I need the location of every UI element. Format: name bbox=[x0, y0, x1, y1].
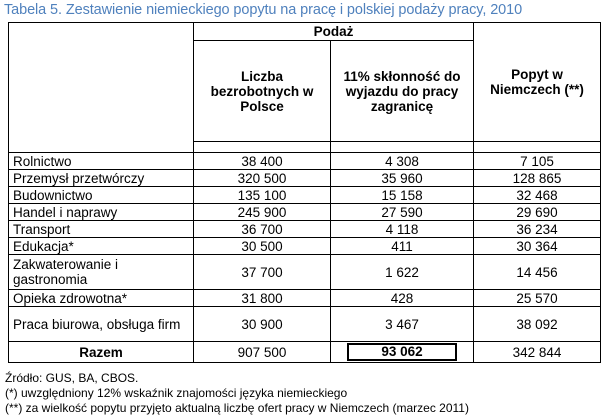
table-row: Opieka zdrowotna* 31 800 428 25 570 bbox=[8, 289, 602, 307]
cell-value: 27 590 bbox=[329, 203, 475, 221]
table-row: Transport 36 700 4 118 36 234 bbox=[8, 220, 602, 238]
cell-value: 245 900 bbox=[193, 203, 331, 221]
cell-value: 36 234 bbox=[473, 220, 602, 238]
row-label: Opieka zdrowotna* bbox=[8, 289, 194, 307]
total-value: 342 844 bbox=[473, 341, 602, 363]
total-value: 907 500 bbox=[193, 341, 331, 363]
cell-value: 35 960 bbox=[329, 169, 475, 187]
row-label: Praca biurowa, obsługa firm bbox=[8, 306, 194, 342]
total-label: Razem bbox=[8, 341, 194, 363]
total-row: Razem 907 500 93 062 342 844 bbox=[8, 341, 602, 363]
row-label: Transport bbox=[8, 220, 194, 238]
table-row: Rolnictwo 38 400 4 308 7 105 bbox=[8, 152, 602, 170]
table-row: Praca biurowa, obsługa firm 30 900 3 467… bbox=[8, 306, 602, 342]
total-highlight-cell: 93 062 bbox=[329, 341, 475, 363]
cell-value: 411 bbox=[329, 237, 475, 255]
total-highlight-value: 93 062 bbox=[347, 343, 458, 361]
cell-value: 32 468 bbox=[473, 186, 602, 204]
row-label: Przemysł przetwórczy bbox=[8, 169, 194, 187]
table-row: Handel i naprawy 245 900 27 590 29 690 bbox=[8, 203, 602, 221]
cell-value: 38 092 bbox=[473, 306, 602, 342]
cell-value: 7 105 bbox=[473, 152, 602, 170]
column-header-sklonnosc: 11% skłonność do wyjazdu do pracy zagran… bbox=[329, 40, 475, 142]
cell-value: 4 118 bbox=[329, 220, 475, 238]
cell-value: 3 467 bbox=[329, 306, 475, 342]
cell-value: 428 bbox=[329, 289, 475, 307]
table-row: Budownictwo 135 100 15 158 32 468 bbox=[8, 186, 602, 204]
row-label: Edukacja* bbox=[8, 237, 194, 255]
cell-value: 37 700 bbox=[193, 254, 331, 290]
group-header-podaz: Podaż bbox=[192, 22, 475, 41]
cell-value: 31 800 bbox=[193, 289, 331, 307]
cell-value: 30 364 bbox=[473, 237, 602, 255]
source-note: Źródło: GUS, BA, CBOS. bbox=[5, 371, 139, 385]
group-header-row: Podaż Popyt w Niemczech (**) bbox=[8, 22, 602, 153]
cell-value: 25 570 bbox=[473, 289, 602, 307]
cell-value: 15 158 bbox=[329, 186, 475, 204]
table-row: Edukacja* 30 500 411 30 364 bbox=[8, 237, 602, 255]
row-label: Zakwaterowanie i gastronomia bbox=[8, 254, 194, 290]
cell-value: 29 690 bbox=[473, 203, 602, 221]
column-header-row: Liczba bezrobotnych w Polsce 11% skłonno… bbox=[9, 40, 601, 142]
cell-value: 38 400 bbox=[193, 152, 331, 170]
cell-value: 4 308 bbox=[329, 152, 475, 170]
column-header-bezrobotni: Liczba bezrobotnych w Polsce bbox=[193, 40, 331, 142]
row-label: Handel i naprawy bbox=[8, 203, 194, 221]
row-label: Rolnictwo bbox=[8, 152, 194, 170]
cell-value: 30 900 bbox=[193, 306, 331, 342]
cell-value: 128 865 bbox=[473, 169, 602, 187]
cell-value: 30 500 bbox=[193, 237, 331, 255]
table-caption: Tabela 5. Zestawienie niemieckiego popyt… bbox=[4, 2, 523, 18]
column-header-popyt: Popyt w Niemczech (**) bbox=[473, 22, 602, 142]
data-table: Podaż Popyt w Niemczech (**) Liczba bezr… bbox=[8, 22, 602, 363]
footnotes: Źródło: GUS, BA, CBOS. (*) uwzględniony … bbox=[5, 371, 469, 416]
spacer-row bbox=[9, 141, 602, 153]
cell-value: 36 700 bbox=[193, 220, 331, 238]
cell-value: 1 622 bbox=[329, 254, 475, 290]
cell-value: 14 456 bbox=[473, 254, 602, 290]
table-row: Przemysł przetwórczy 320 500 35 960 128 … bbox=[8, 169, 602, 187]
cell-value: 135 100 bbox=[193, 186, 331, 204]
table-row: Zakwaterowanie i gastronomia 37 700 1 62… bbox=[8, 254, 602, 290]
footnote-2: (**) za wielkość popytu przyjęto aktualn… bbox=[5, 401, 469, 415]
cell-value: 320 500 bbox=[193, 169, 331, 187]
row-label: Budownictwo bbox=[8, 186, 194, 204]
footnote-1: (*) uwzględniony 12% wskaźnik znajomości… bbox=[5, 386, 348, 400]
corner-cell bbox=[8, 22, 194, 153]
